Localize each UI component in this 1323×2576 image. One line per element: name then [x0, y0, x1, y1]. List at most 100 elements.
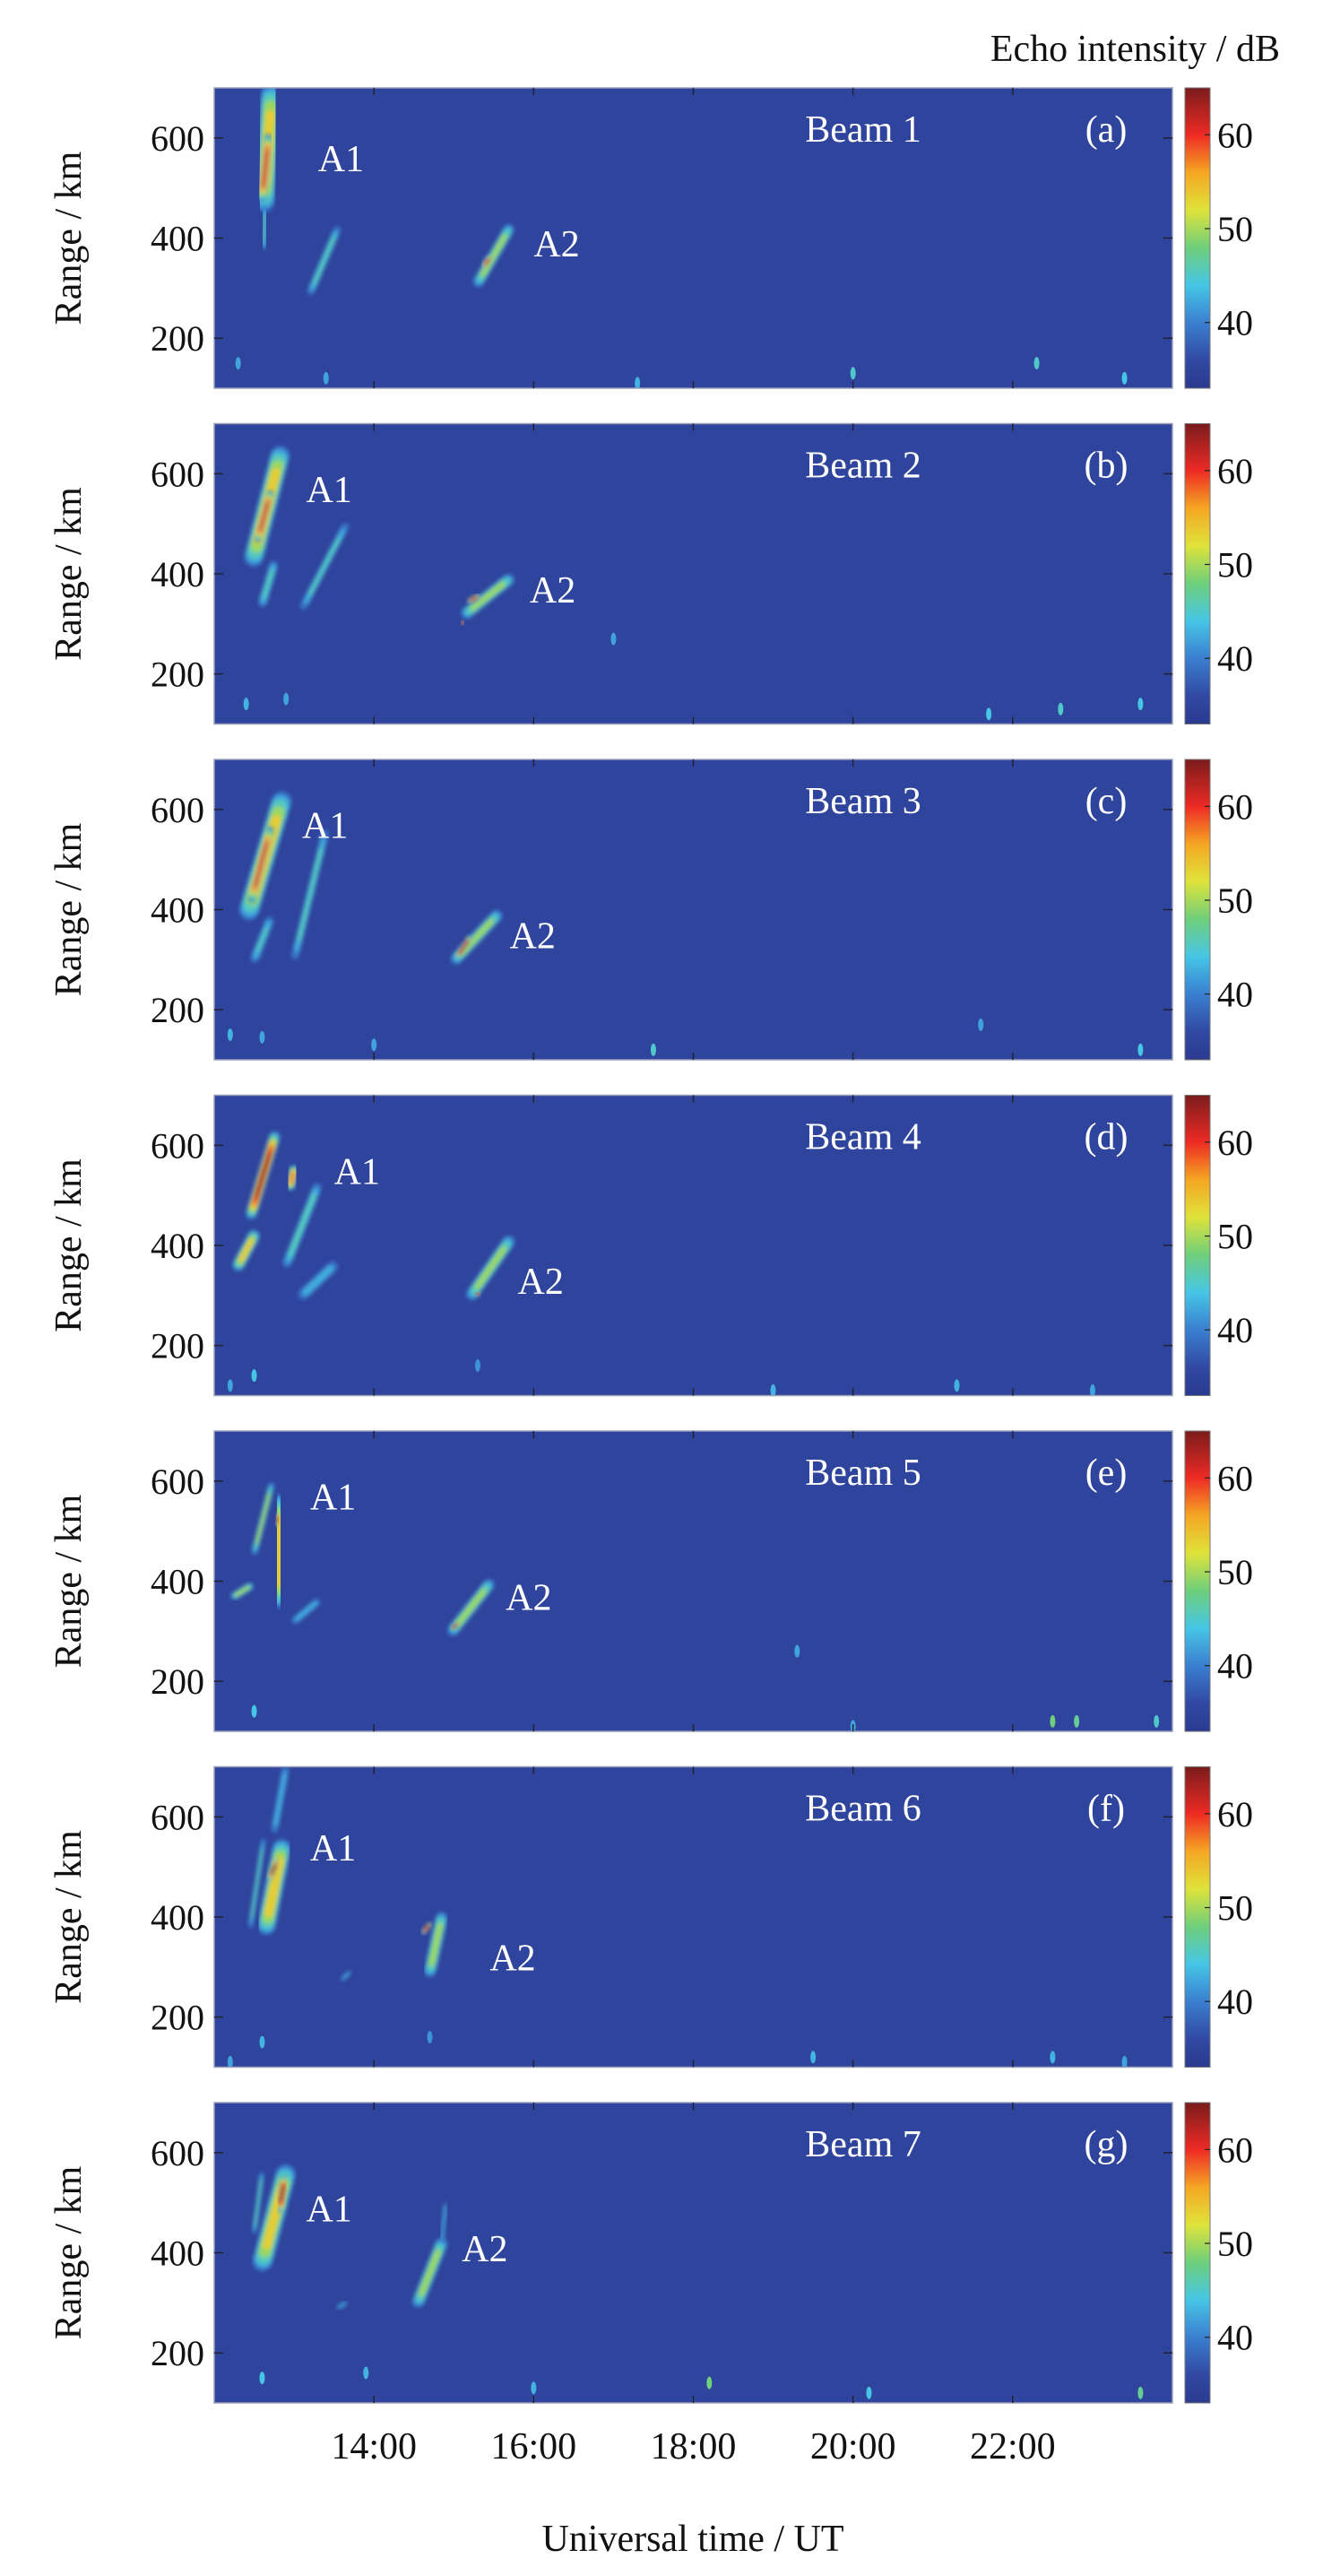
- echo-region: [460, 620, 465, 626]
- panel-tag: (e): [1085, 1453, 1128, 1494]
- beam-title: Beam 4: [805, 1117, 921, 1158]
- echo-speckle: [1137, 698, 1144, 711]
- echo-region: [412, 2238, 447, 2308]
- echo-region: [261, 206, 269, 250]
- colorbar: [1184, 87, 1211, 389]
- echo-region: [298, 1262, 338, 1300]
- y-axis-label: Range / km: [48, 1158, 90, 1332]
- colorbar-tick-label: 50: [1217, 1217, 1253, 1257]
- y-tick-label: 400: [151, 1226, 204, 1266]
- echo-region: [340, 1970, 352, 1982]
- echo-contour: [307, 537, 341, 596]
- echo-contour: [254, 2179, 263, 2226]
- event-label-a1: A1: [302, 806, 348, 847]
- echo-speckle: [474, 1359, 480, 1372]
- colorbar-tick-label: 40: [1217, 1310, 1253, 1350]
- beam-title: Beam 2: [805, 446, 921, 487]
- echo-contour: [423, 1924, 430, 1932]
- y-axis-label: Range / km: [48, 151, 90, 325]
- echo-speckle: [363, 2366, 369, 2380]
- echo-region: [273, 1513, 281, 1527]
- y-tick-label: 400: [151, 2233, 204, 2274]
- plot-background: [214, 1095, 1172, 1396]
- echo-contour: [270, 1864, 277, 1875]
- colorbar-tick-label: 60: [1217, 1458, 1253, 1498]
- colorbar: [1184, 2102, 1211, 2404]
- echo-contour: [470, 581, 506, 611]
- panel-a: 200 400 600 Range / km Beam 1 (a) A1 A2 40 50 60: [48, 87, 1253, 389]
- beam-title: Beam 6: [805, 1789, 921, 1830]
- y-tick-label: 600: [151, 2133, 204, 2173]
- plot-background: [214, 759, 1172, 1060]
- event-label-a2: A2: [530, 570, 575, 611]
- echo-region: [274, 2175, 290, 2213]
- echo-speckle: [251, 1369, 257, 1383]
- echo-contour: [418, 2249, 442, 2297]
- echo-contour: [262, 568, 274, 599]
- panel-g: 200 400 600 Range / km Beam 7 (g) A1 A2 40 50 60: [48, 2102, 1253, 2404]
- echo-region: [251, 1482, 275, 1555]
- echo-contour: [483, 258, 490, 265]
- y-tick-label: 200: [151, 2333, 204, 2373]
- panel-d: 200 400 600 Range / km Beam 4 (d) A1 A2 40 50 60: [48, 1094, 1253, 1397]
- echo-speckle: [1058, 702, 1064, 716]
- echo-contour: [255, 926, 269, 953]
- y-tick-label: 600: [151, 1461, 204, 1502]
- plot-background: [214, 1431, 1172, 1731]
- echo-contour: [289, 1172, 295, 1184]
- echo-speckle: [427, 2031, 433, 2043]
- echo-region: [299, 523, 350, 610]
- y-axis-label: Range / km: [48, 1830, 90, 2004]
- echo-region: [467, 594, 480, 604]
- echo-speckle: [323, 371, 329, 385]
- echo-speckle: [810, 2051, 817, 2064]
- echo-speckle: [866, 2386, 872, 2399]
- echo-contour: [264, 1857, 284, 1917]
- echo-speckle: [227, 1028, 233, 1042]
- y-tick-label: 600: [151, 1125, 204, 1166]
- echo-speckle: [1074, 1714, 1080, 1728]
- echo-speckle: [978, 1018, 984, 1031]
- colorbar: [1184, 1430, 1211, 1732]
- echo-contour: [262, 151, 269, 186]
- echo-region: [472, 223, 514, 288]
- x-tick-label: 22:00: [970, 2426, 1056, 2468]
- echo-speckle: [227, 1379, 233, 1392]
- panel-e: 200 400 600 Range / km Beam 5 (e) A1 A2 40 50 60: [48, 1430, 1253, 1732]
- echo-contour: [294, 1600, 318, 1622]
- beam-title: Beam 7: [805, 2124, 921, 2165]
- echo-region: [474, 1290, 481, 1297]
- y-axis-label: Range / km: [48, 487, 90, 661]
- echo-region: [246, 1131, 281, 1219]
- echo-region: [230, 1583, 254, 1600]
- echo-contour: [480, 234, 507, 277]
- colorbar: [1184, 759, 1211, 1061]
- echo-region: [420, 1921, 433, 1935]
- echo-contour: [454, 1588, 487, 1627]
- panel-b: 200 400 600 Range / km Beam 2 (b) A1 A2 40 50 60: [48, 422, 1253, 725]
- echo-contour: [458, 940, 469, 955]
- echo-contour: [279, 2186, 285, 2202]
- echo-region: [248, 1838, 266, 1929]
- colorbar-tick-label: 40: [1217, 2318, 1253, 2358]
- y-tick-label: 200: [151, 1661, 204, 1702]
- plot-background: [214, 1766, 1172, 2068]
- beam-title: Beam 5: [805, 1453, 921, 1494]
- event-label-a1: A1: [310, 1828, 356, 1869]
- echo-contour: [238, 1238, 254, 1262]
- echo-speckle: [227, 2055, 233, 2068]
- echo-contour: [262, 213, 267, 243]
- echo-region: [257, 134, 273, 203]
- echo-region: [247, 826, 274, 903]
- beam-title: Beam 1: [805, 109, 921, 151]
- echo-contour: [428, 1922, 444, 1966]
- colorbar-tick-label: 50: [1217, 2224, 1253, 2264]
- echo-contour: [302, 1265, 334, 1296]
- echo-speckle: [259, 2372, 265, 2385]
- echo-speckle: [259, 2035, 265, 2049]
- echo-region: [252, 2172, 264, 2233]
- echo-region: [481, 255, 493, 269]
- echo-contour: [342, 1972, 350, 1980]
- echo-contour: [470, 595, 478, 602]
- colorbar-label: Echo intensity / dB: [990, 29, 1280, 70]
